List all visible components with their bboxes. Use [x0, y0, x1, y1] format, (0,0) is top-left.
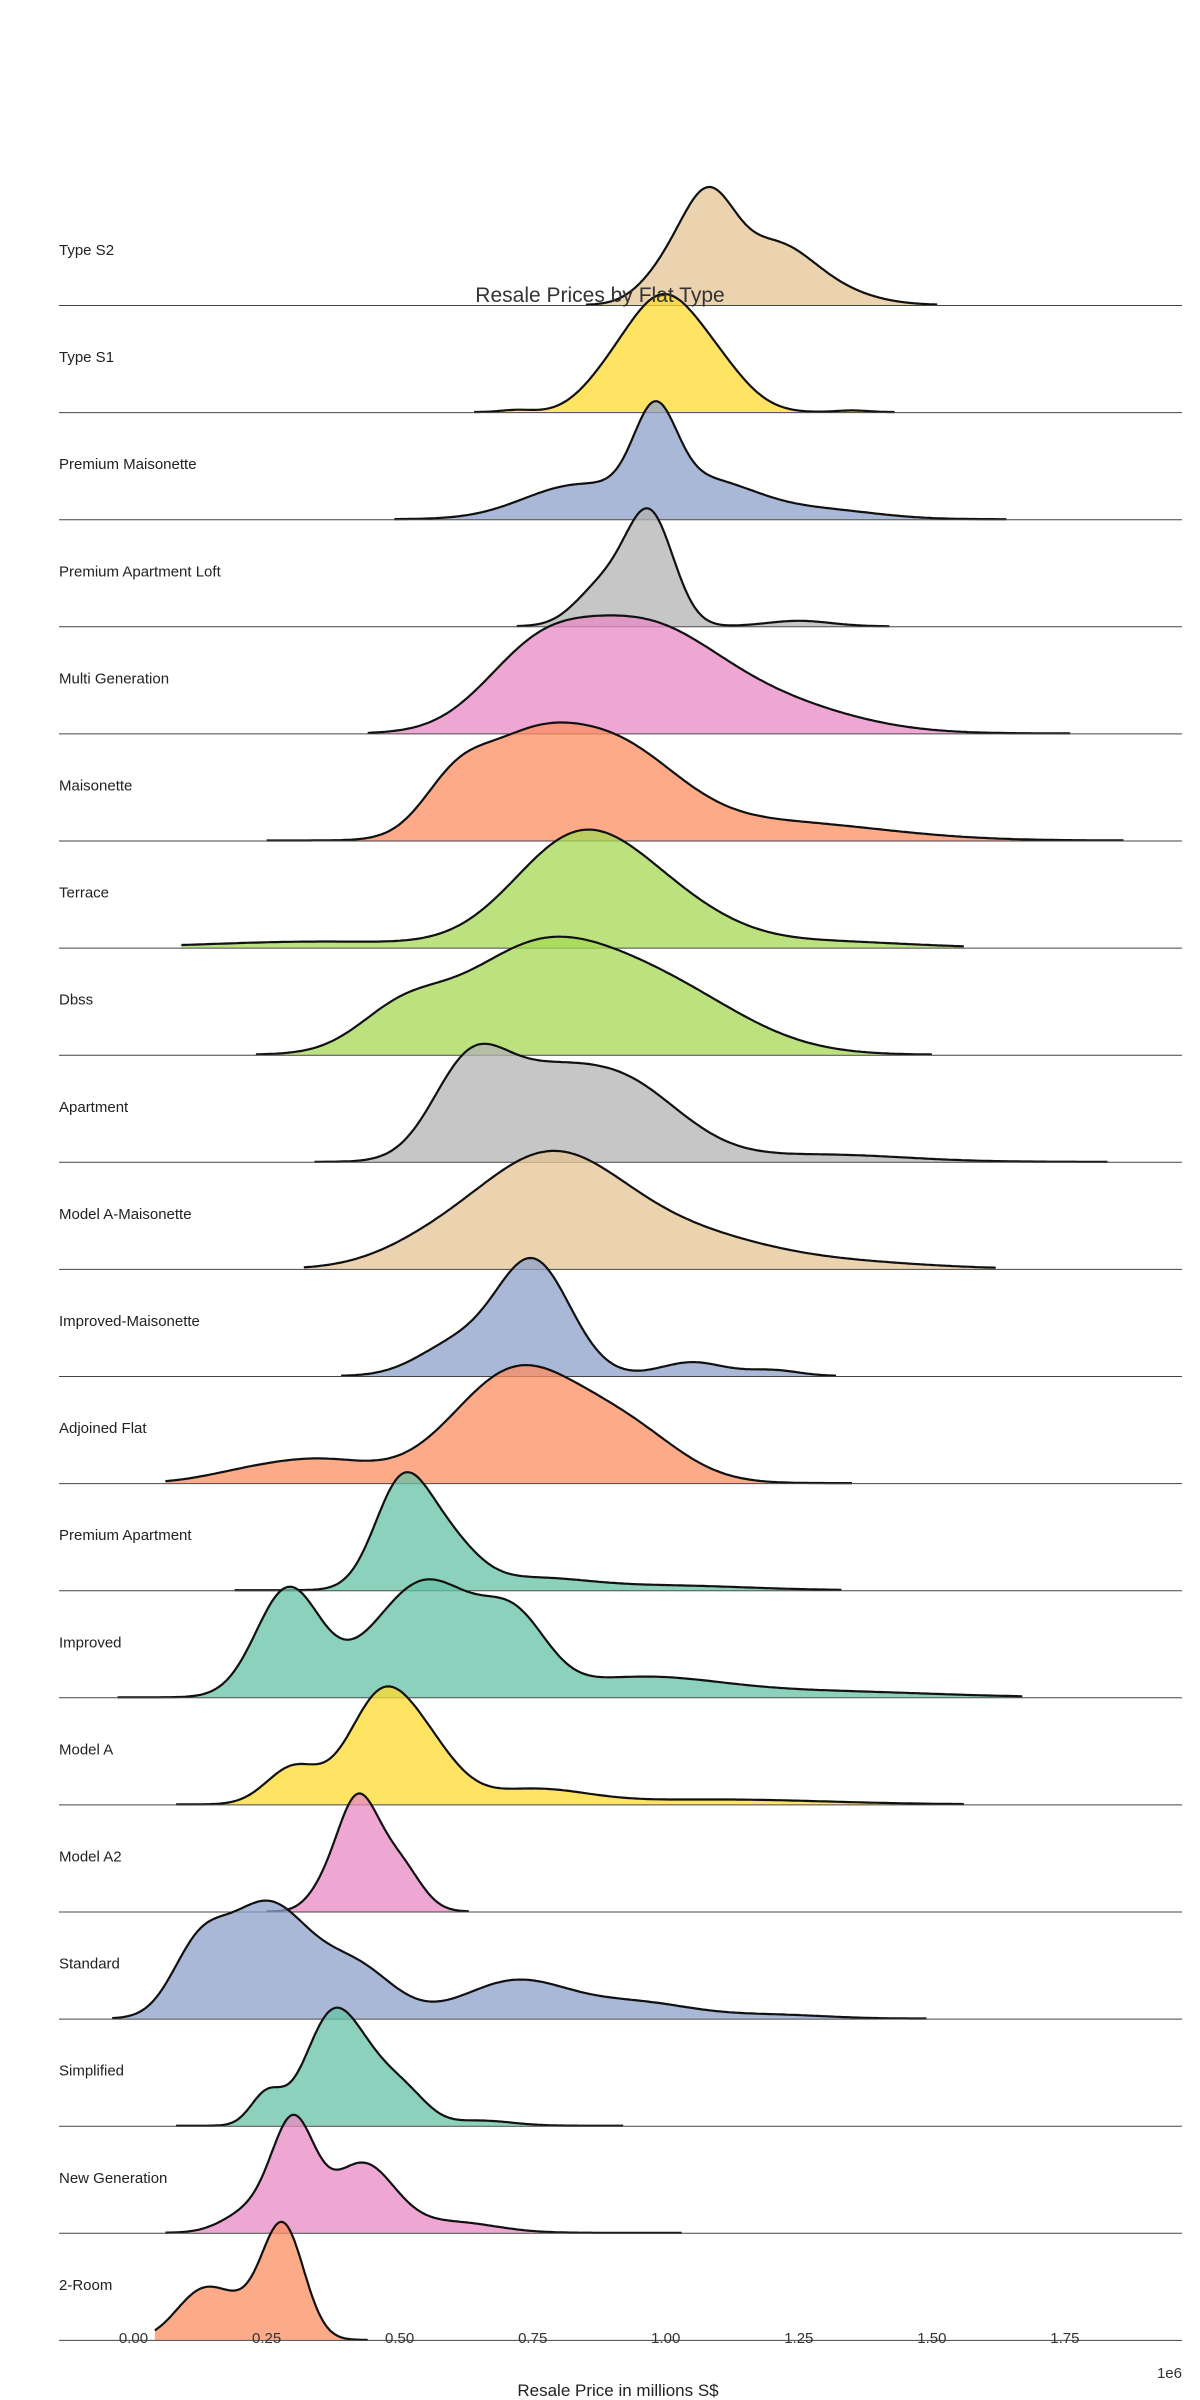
ridge-area-2-room [154, 2221, 368, 2340]
ridge-area-premium-apartment-loft [516, 508, 890, 627]
row-label-simplified: Simplified [59, 2063, 124, 2080]
ridge-line-improved-maisonette [341, 1256, 837, 1377]
ridge-line-premium-apartment-loft [516, 507, 890, 628]
ridge-row-premium-maisonette: Premium Maisonette [59, 400, 1182, 521]
ridge-area-new-generation [165, 2114, 682, 2233]
ridge-line-type-s1 [474, 293, 895, 414]
ridge-area-type-s2 [585, 187, 938, 305]
ridge-line-model-a-maisonette [303, 1149, 996, 1269]
x-axis-offset-label: 1e6 [1157, 2365, 1182, 2382]
ridge-area-multi-generation [367, 615, 1071, 734]
row-label-maisonette: Maisonette [59, 778, 132, 795]
ridge-row-standard: Standard [59, 1899, 1182, 2020]
row-label-dbss: Dbss [59, 992, 93, 1009]
ridge-area-apartment [314, 1043, 1108, 1162]
ridge-row-model-a-maisonette: Model A-Maisonette [59, 1149, 1182, 1270]
ridge-area-model-a2 [266, 1793, 469, 1912]
row-label-model-a2: Model A2 [59, 1849, 122, 1866]
ridge-line-standard [112, 1899, 927, 2020]
row-label-multi-generation: Multi Generation [59, 670, 169, 687]
ridge-line-multi-generation [367, 614, 1071, 735]
row-label-type-s2: Type S2 [59, 242, 114, 259]
ridge-area-model-a [176, 1686, 964, 1805]
ridges-group: Type S2 Type S1 Premium Maisonette Premium … [59, 185, 1182, 2341]
row-label-type-s1: Type S1 [59, 349, 114, 366]
ridge-area-improved-maisonette [341, 1258, 837, 1376]
row-label-apartment: Apartment [59, 1099, 129, 1116]
ridge-line-premium-maisonette [394, 400, 1007, 521]
ridge-area-standard [112, 1900, 927, 2019]
row-label-2-room: 2-Room [59, 2277, 112, 2294]
row-label-improved: Improved [59, 1634, 122, 1651]
ridge-row-2-room: 2-Room [59, 2220, 1182, 2341]
ridge-row-type-s2: Type S2 [59, 185, 1182, 306]
row-label-terrace: Terrace [59, 885, 109, 902]
ridge-line-maisonette [266, 721, 1124, 842]
ridge-line-dbss [255, 935, 932, 1056]
ridge-row-maisonette: Maisonette [59, 721, 1182, 842]
x-tick-label: 0.50 [385, 2330, 414, 2347]
ridge-line-2-room [154, 2220, 368, 2341]
chart-title: Resale Prices by Flat Type [475, 284, 724, 307]
row-label-improved-maisonette: Improved-Maisonette [59, 1313, 200, 1330]
row-label-premium-apartment: Premium Apartment [59, 1527, 192, 1544]
ridge-row-improved: Improved [59, 1578, 1182, 1699]
ridge-row-simplified: Simplified [59, 2006, 1182, 2127]
x-tick-label: 1.50 [917, 2330, 946, 2347]
ridge-area-adjoined-flat [165, 1365, 852, 1484]
ridge-row-apartment: Apartment [59, 1042, 1182, 1163]
ridge-area-premium-maisonette [394, 401, 1007, 520]
x-tick-label: 1.75 [1050, 2330, 1079, 2347]
ridge-line-model-a [176, 1685, 964, 1806]
x-tick-label: 1.00 [651, 2330, 680, 2347]
row-label-premium-maisonette: Premium Maisonette [59, 456, 197, 473]
row-label-model-a: Model A [59, 1741, 113, 1758]
ridge-row-type-s1: Type S1 [59, 293, 1182, 414]
ridge-row-model-a2: Model A2 [59, 1792, 1182, 1913]
ridge-row-new-generation: New Generation [59, 2113, 1182, 2234]
x-tick-label: 1.25 [784, 2330, 813, 2347]
x-tick-label: 0.00 [119, 2330, 148, 2347]
x-axis-title: Resale Price in millions S$ [517, 2381, 719, 2400]
ridge-area-simplified [176, 2007, 624, 2126]
ridge-area-improved [117, 1579, 1023, 1698]
ridge-area-model-a-maisonette [303, 1150, 996, 1269]
ridge-row-adjoined-flat: Adjoined Flat [59, 1364, 1182, 1485]
ridge-row-dbss: Dbss [59, 935, 1182, 1056]
ridge-row-terrace: Terrace [59, 828, 1182, 949]
ridge-area-dbss [255, 936, 932, 1055]
ridge-line-apartment [314, 1042, 1108, 1163]
x-tick-label: 0.75 [518, 2330, 547, 2347]
ridge-line-premium-apartment [234, 1471, 842, 1592]
ridge-row-improved-maisonette: Improved-Maisonette [59, 1256, 1182, 1377]
row-label-premium-apartment-loft: Premium Apartment Loft [59, 563, 222, 580]
ridge-line-type-s2 [585, 185, 938, 306]
ridge-row-multi-generation: Multi Generation [59, 614, 1182, 735]
ridge-row-premium-apartment-loft: Premium Apartment Loft [59, 507, 1182, 628]
row-label-model-a-maisonette: Model A-Maisonette [59, 1206, 192, 1223]
ridge-area-type-s1 [474, 294, 895, 413]
ridge-line-improved [117, 1578, 1023, 1699]
row-label-standard: Standard [59, 1956, 120, 1973]
ridge-area-premium-apartment [234, 1472, 842, 1591]
ridge-area-terrace [181, 829, 964, 948]
row-label-new-generation: New Generation [59, 2170, 167, 2187]
ridge-line-model-a2 [266, 1792, 470, 1913]
ridge-row-model-a: Model A [59, 1685, 1182, 1806]
ridge-line-adjoined-flat [165, 1364, 852, 1485]
ridge-row-premium-apartment: Premium Apartment [59, 1471, 1182, 1592]
ridge-line-terrace [181, 828, 964, 948]
ridge-line-simplified [176, 2006, 624, 2127]
x-axis: 0.00 0.25 0.50 0.75 1.00 1.25 1.50 1.75 [119, 2330, 1080, 2347]
ridge-area-maisonette [266, 722, 1124, 841]
row-label-adjoined-flat: Adjoined Flat [59, 1420, 147, 1437]
x-tick-label: 0.25 [252, 2330, 281, 2347]
